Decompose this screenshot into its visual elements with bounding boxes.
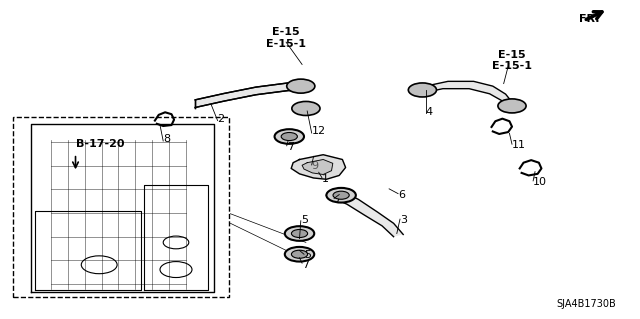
Circle shape — [291, 229, 308, 238]
Circle shape — [287, 79, 315, 93]
Polygon shape — [195, 82, 301, 108]
Circle shape — [291, 250, 308, 258]
Polygon shape — [326, 190, 403, 237]
Text: 10: 10 — [533, 177, 547, 187]
Text: 2: 2 — [218, 114, 225, 124]
Text: FR.: FR. — [579, 14, 600, 24]
Text: 5: 5 — [304, 250, 311, 260]
Text: 8: 8 — [163, 134, 170, 144]
Circle shape — [292, 101, 320, 115]
Text: 11: 11 — [512, 140, 526, 150]
Circle shape — [498, 99, 526, 113]
Text: E-15
E-15-1: E-15 E-15-1 — [266, 27, 306, 49]
Text: 3: 3 — [400, 215, 407, 225]
Polygon shape — [302, 160, 333, 174]
Circle shape — [326, 188, 356, 203]
Text: 7: 7 — [302, 260, 309, 270]
Text: 9: 9 — [312, 161, 319, 171]
Circle shape — [333, 191, 349, 199]
Text: 6: 6 — [398, 189, 405, 200]
Text: 4: 4 — [426, 107, 433, 117]
Circle shape — [285, 226, 314, 241]
Circle shape — [275, 129, 304, 144]
Circle shape — [408, 83, 436, 97]
Text: 7: 7 — [334, 194, 341, 204]
Polygon shape — [419, 81, 512, 110]
Text: 5: 5 — [301, 215, 308, 225]
Text: B-17-20: B-17-20 — [76, 139, 124, 149]
Text: 12: 12 — [312, 126, 326, 136]
Circle shape — [281, 132, 298, 141]
Polygon shape — [291, 155, 346, 179]
Text: 7: 7 — [287, 142, 294, 152]
Text: SJA4B1730B: SJA4B1730B — [557, 299, 616, 309]
Text: 1: 1 — [322, 174, 329, 184]
Text: E-15
E-15-1: E-15 E-15-1 — [492, 50, 532, 71]
Circle shape — [285, 247, 314, 262]
